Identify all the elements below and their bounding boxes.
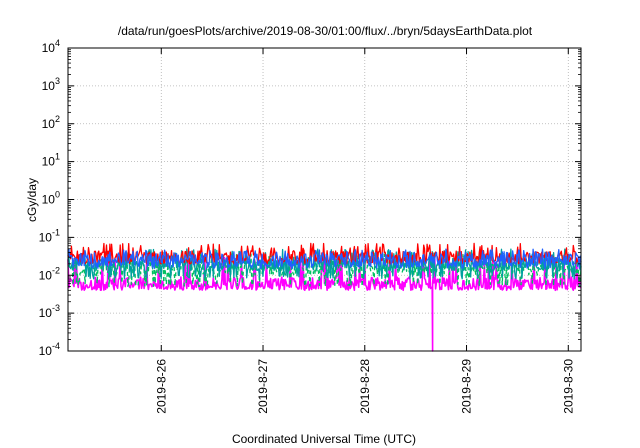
- x-tick-label: 2019-8-30: [561, 359, 575, 414]
- y-tick-label: 104: [42, 38, 60, 55]
- y-tick-label: 100: [42, 190, 60, 207]
- y-tick-label: 102: [42, 114, 60, 131]
- x-tick-label: 2019-8-28: [358, 359, 372, 414]
- x-axis: 2019-8-26 2019-8-27 2019-8-28 2019-8-29 2019…: [154, 48, 575, 414]
- x-tick-label: 2019-8-29: [460, 359, 474, 414]
- y-tick-label: 103: [42, 76, 60, 93]
- series-group: [67, 242, 582, 352]
- y-axis-label: cGy/day: [25, 178, 39, 222]
- plot-frame: [67, 47, 582, 352]
- y-tick-label: 10-2: [39, 265, 60, 282]
- series-line: [67, 248, 582, 270]
- y-tick-label: 10-1: [39, 227, 60, 244]
- x-tick-label: 2019-8-26: [154, 359, 168, 414]
- y-tick-label: 10-4: [39, 341, 60, 358]
- y-tick-label: 10-3: [39, 303, 60, 320]
- series-line: [67, 251, 582, 288]
- y-tick-label: 101: [42, 152, 60, 169]
- x-tick-label: 2019-8-27: [256, 359, 270, 414]
- grid: [68, 48, 581, 351]
- chart-title: /data/run/goesPlots/archive/2019-08-30/0…: [118, 24, 533, 38]
- x-axis-label: Coordinated Universal Time (UTC): [232, 432, 416, 446]
